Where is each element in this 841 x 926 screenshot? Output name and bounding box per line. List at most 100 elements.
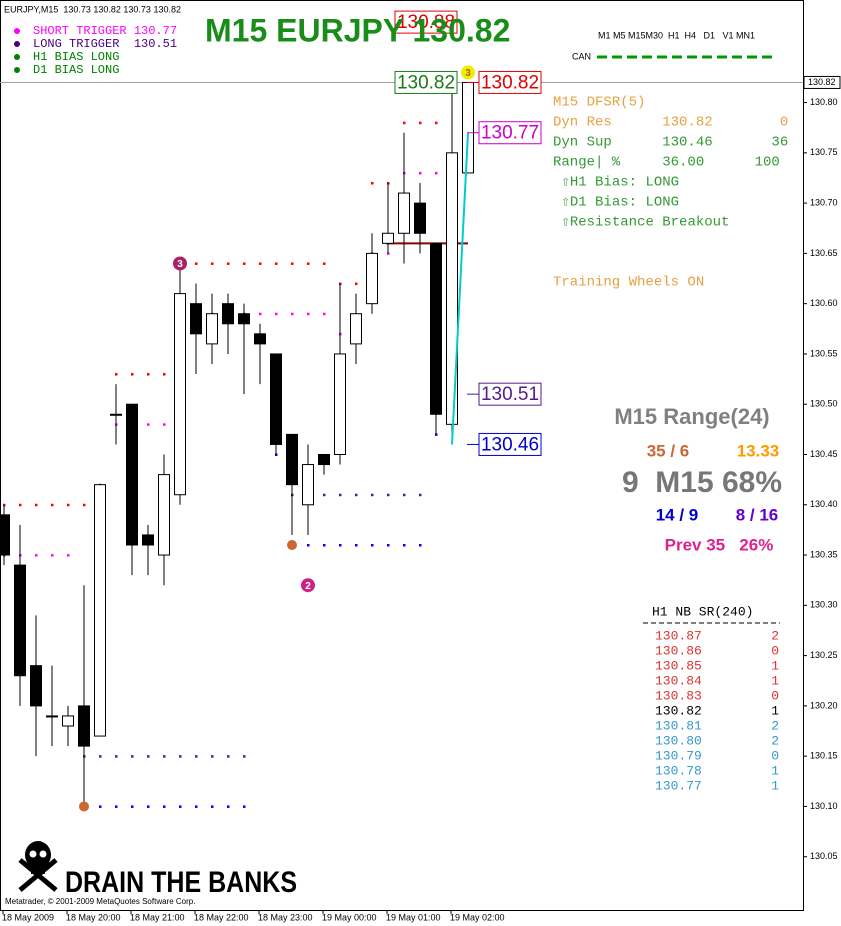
x-tick-label: 18 May 22:00 — [194, 912, 249, 922]
level-dot — [131, 805, 134, 808]
level-dot — [355, 493, 358, 497]
level-dot — [51, 503, 54, 507]
range-title: M15 Range(24) — [614, 404, 769, 429]
signal-marker — [301, 578, 315, 593]
level-dot — [227, 262, 230, 265]
level-dot — [339, 544, 342, 547]
level-dot — [147, 423, 150, 426]
range-row2b: 8 / 16 — [736, 505, 779, 524]
y-tick-label: 130.70 — [810, 197, 838, 207]
candle-body — [78, 705, 90, 747]
level-dot — [115, 373, 118, 376]
legend-text: SHORT TRIGGER 130.77 — [33, 24, 177, 38]
level-dot — [195, 805, 198, 808]
sr-title: H1 NB SR(240) — [652, 604, 753, 619]
price-label: 130.82 — [481, 72, 539, 93]
y-tick-label: 130.45 — [810, 449, 838, 459]
level-dot — [307, 544, 310, 547]
y-tick-label: 130.35 — [810, 549, 838, 559]
sr-count: 0 — [771, 688, 779, 703]
sr-count: 1 — [771, 763, 779, 778]
level-dot — [243, 755, 246, 758]
level-dot — [307, 262, 310, 265]
sr-price: 130.85 — [655, 658, 702, 673]
level-dot — [243, 262, 246, 265]
last-price-label: 130.82 — [808, 77, 836, 87]
sr-count: 0 — [771, 748, 779, 763]
level-dot — [403, 121, 406, 125]
candle-body — [110, 413, 122, 416]
level-dot — [243, 805, 246, 808]
signal-marker — [79, 801, 89, 812]
price-label: 130.46 — [481, 434, 539, 455]
candle-body — [158, 474, 170, 556]
level-dot — [323, 262, 326, 265]
level-dot — [435, 171, 438, 175]
level-dot — [259, 262, 262, 265]
x-tick-label: 18 May 23:00 — [258, 912, 313, 922]
indicator-line — [451, 132, 469, 445]
range-prev: Prev 35 26% — [665, 535, 774, 554]
sr-price: 130.79 — [655, 748, 702, 763]
chart-header: EURJPY,M15 130.73 130.82 130.73 130.82 — [4, 4, 181, 14]
level-dot — [115, 755, 118, 758]
x-tick-label: 19 May 01:00 — [386, 912, 441, 922]
candle-body — [382, 232, 394, 244]
info-line: Dyn Res 130.82 0 — [553, 115, 788, 131]
level-dot — [387, 493, 390, 497]
sr-price: 130.86 — [655, 643, 702, 658]
level-dot — [323, 493, 326, 497]
legend-dot — [14, 67, 20, 73]
candle-body — [286, 433, 298, 486]
y-tick-label: 130.10 — [810, 801, 838, 811]
sr-price: 130.83 — [655, 688, 702, 703]
y-tick-label: 130.55 — [810, 348, 838, 358]
level-dot — [371, 544, 374, 547]
level-dot — [163, 805, 166, 808]
level-dot — [99, 805, 102, 808]
level-dot — [435, 121, 438, 125]
training-wheels: Training Wheels ON — [553, 275, 704, 291]
price-label-box — [394, 70, 458, 94]
candle-body — [366, 252, 378, 305]
level-dot — [51, 554, 54, 557]
logo-text: DRAIN THE BANKS — [65, 866, 297, 899]
sr-count: 0 — [771, 643, 779, 658]
level-dot — [419, 544, 422, 547]
candle-body — [94, 484, 106, 737]
y-tick-label: 130.05 — [810, 851, 838, 861]
y-tick-label: 130.80 — [810, 97, 838, 107]
candle-body — [126, 403, 138, 546]
level-dot — [323, 312, 326, 316]
candle-body — [254, 333, 266, 345]
y-tick-label: 130.30 — [810, 600, 838, 610]
level-dot — [99, 755, 102, 758]
price-label-box — [478, 432, 542, 456]
sr-count: 1 — [771, 658, 779, 673]
price-label-box — [478, 121, 542, 145]
candle-body — [334, 353, 346, 456]
signal-marker — [173, 256, 187, 271]
x-tick-label: 18 May 20:00 — [66, 912, 121, 922]
level-dot — [419, 493, 422, 497]
level-dot — [291, 312, 294, 316]
level-dot — [131, 373, 134, 376]
level-dot — [371, 493, 374, 497]
legend-text: H1 BIAS LONG — [33, 50, 119, 64]
level-dot — [355, 544, 358, 547]
can-label: CAN — [572, 51, 591, 61]
candle-body — [446, 152, 458, 425]
sr-price: 130.81 — [655, 718, 702, 733]
signal-marker — [287, 540, 297, 550]
level-dot — [211, 755, 214, 758]
legend-dot — [14, 41, 20, 47]
candle-body — [62, 715, 74, 727]
level-dot — [419, 171, 422, 175]
level-dot — [83, 503, 86, 507]
y-tick-label: 130.40 — [810, 499, 838, 509]
legend-dot — [14, 28, 20, 34]
x-tick-label: 19 May 00:00 — [322, 912, 377, 922]
candle-body — [414, 202, 426, 234]
x-tick-label: 19 May 02:00 — [450, 912, 505, 922]
